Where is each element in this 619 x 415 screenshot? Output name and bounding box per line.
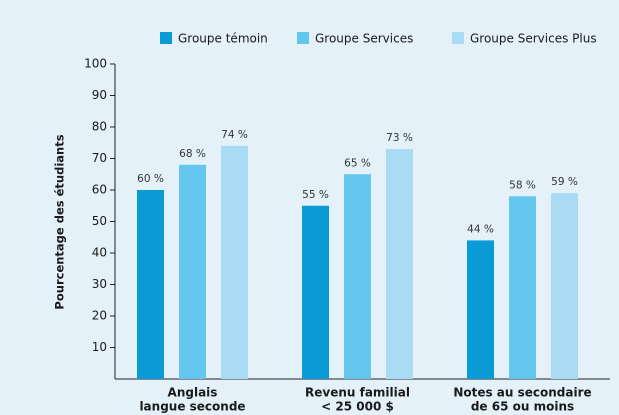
- y-tick-label: 70: [92, 151, 107, 165]
- y-tick-label: 10: [92, 340, 107, 354]
- legend-swatch: [160, 32, 172, 44]
- x-tick-label: Anglais: [168, 386, 218, 400]
- x-tick-label: de 65 ou moins: [471, 400, 574, 414]
- value-label: 55 %: [302, 189, 329, 201]
- legend-label: Groupe Services: [315, 32, 413, 46]
- bar: [551, 193, 578, 379]
- bar: [509, 196, 536, 379]
- legend-swatch: [452, 32, 464, 44]
- y-tick-label: 30: [92, 277, 107, 291]
- value-label: 74 %: [221, 129, 248, 141]
- x-tick-label: < 25 000 $: [321, 400, 394, 414]
- x-tick-label: Notes au secondaire: [453, 386, 591, 400]
- bar: [467, 240, 494, 379]
- x-tick-label: langue seconde: [139, 400, 245, 414]
- value-label: 58 %: [509, 179, 536, 191]
- bar: [137, 190, 164, 379]
- value-label: 59 %: [551, 176, 578, 188]
- bar: [302, 205, 329, 379]
- y-tick-label: 50: [92, 214, 107, 228]
- y-tick-label: 80: [92, 120, 107, 134]
- value-label: 73 %: [386, 132, 413, 144]
- y-tick-label: 60: [92, 183, 107, 197]
- value-label: 65 %: [344, 157, 371, 169]
- bar: [344, 174, 371, 379]
- x-tick-label: Revenu familial: [305, 386, 410, 400]
- legend-label: Groupe Services Plus: [470, 32, 597, 46]
- y-tick-label: 20: [92, 309, 107, 323]
- bar: [221, 145, 248, 379]
- y-tick-label: 40: [92, 246, 107, 260]
- value-label: 60 %: [137, 173, 164, 185]
- y-axis-label: Pourcentage des étudiants: [53, 134, 67, 309]
- bar: [179, 164, 206, 379]
- legend-swatch: [297, 32, 309, 44]
- bar: [386, 149, 413, 379]
- y-tick-label: 90: [92, 88, 107, 102]
- value-label: 68 %: [179, 148, 206, 160]
- legend-label: Groupe témoin: [178, 32, 268, 46]
- y-tick-label: 100: [84, 57, 107, 71]
- value-label: 44 %: [467, 223, 494, 235]
